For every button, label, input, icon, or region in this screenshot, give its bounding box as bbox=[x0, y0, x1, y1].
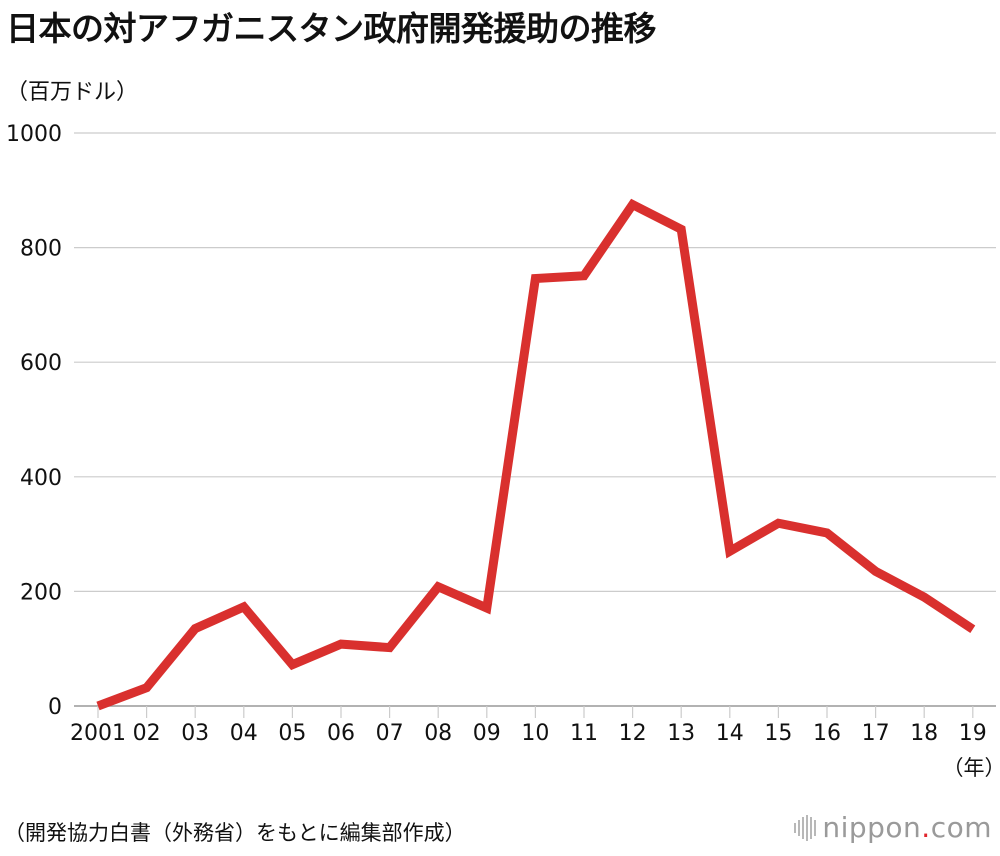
y-tick-label: 400 bbox=[20, 466, 62, 491]
x-tick-label: 09 bbox=[473, 721, 501, 746]
x-tick-label: 18 bbox=[910, 721, 938, 746]
line-chart: 0 200 400 600 800 1000 2001 02 03 04 05 06 07 08 09 10… bbox=[6, 122, 1000, 780]
x-tick-label: 10 bbox=[521, 721, 549, 746]
x-tick-label: 15 bbox=[764, 721, 792, 746]
x-tick-label: 16 bbox=[813, 721, 841, 746]
x-tick-label: 02 bbox=[133, 721, 161, 746]
source-note: （開発協力白書（外務省）をもとに編集部作成） bbox=[4, 821, 466, 845]
x-tick-label: 06 bbox=[327, 721, 355, 746]
y-axis-unit-label: （百万ドル） bbox=[6, 80, 139, 105]
x-tick-label: 07 bbox=[376, 721, 404, 746]
x-axis-unit-label: （年） bbox=[943, 756, 1000, 780]
y-tick-label: 200 bbox=[20, 580, 62, 605]
series-line bbox=[96, 198, 976, 711]
y-tick-label: 0 bbox=[48, 695, 62, 720]
x-tick-label: 03 bbox=[181, 721, 209, 746]
x-tick-label: 05 bbox=[278, 721, 306, 746]
x-tick-label: 19 bbox=[959, 721, 987, 746]
y-tick-label: 600 bbox=[20, 351, 62, 376]
logo-mark-icon bbox=[794, 814, 817, 841]
y-tick-label: 800 bbox=[20, 237, 62, 262]
logo-text: nippon.com bbox=[822, 811, 992, 844]
x-tick-label: 11 bbox=[570, 721, 598, 746]
x-tick-label: 12 bbox=[619, 721, 647, 746]
x-tick-label: 08 bbox=[424, 721, 452, 746]
nippon-logo: nippon.com bbox=[794, 811, 992, 844]
x-tick-label: 14 bbox=[716, 721, 744, 746]
gridlines bbox=[74, 132, 996, 718]
x-tick-labels: 2001 02 03 04 05 06 07 08 09 10 11 12 13 14 15 16 17 18 19 bbox=[70, 721, 987, 746]
chart-title: 日本の対アフガニスタン政府開発援助の推移 bbox=[6, 9, 657, 48]
x-tick-label: 13 bbox=[667, 721, 695, 746]
x-tick-label: 17 bbox=[862, 721, 890, 746]
y-tick-labels: 0 200 400 600 800 1000 bbox=[6, 122, 62, 720]
x-tick-label: 2001 bbox=[70, 721, 126, 746]
data-series bbox=[96, 198, 976, 711]
x-tick-label: 04 bbox=[230, 721, 258, 746]
y-tick-label: 1000 bbox=[6, 122, 62, 147]
